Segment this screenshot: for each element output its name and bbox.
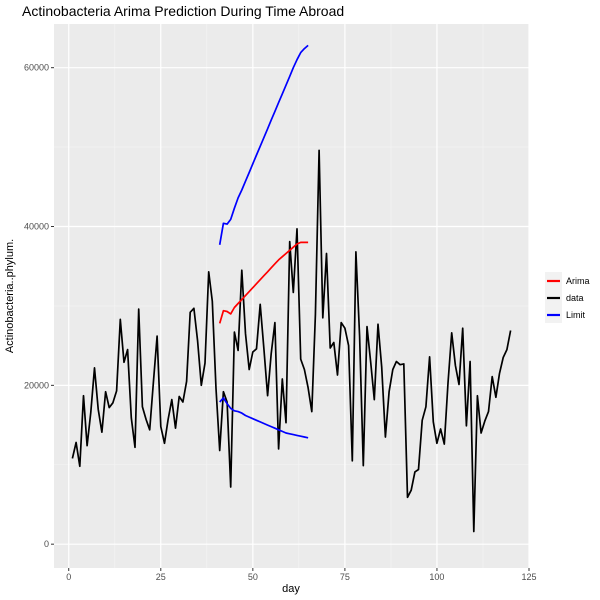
x-tick-label: 0 <box>66 572 71 582</box>
y-axis-title: Actinobacteria..phylum. <box>4 239 16 353</box>
y-tick-label: 0 <box>44 539 49 549</box>
x-axis-title: day <box>282 583 300 595</box>
legend-label-limit: Limit <box>566 310 586 320</box>
x-tick-label: 75 <box>340 572 350 582</box>
legend: Arima data Limit <box>545 272 590 323</box>
series-line-limit <box>218 44 309 245</box>
major-gridlines <box>54 24 530 568</box>
series-line-arima <box>218 241 309 324</box>
y-axis: 0 20000 40000 60000 <box>24 63 54 549</box>
plot-panel <box>54 24 529 568</box>
chart-title: Actinobacteria Arima Prediction During T… <box>22 3 344 19</box>
x-tick-label: 125 <box>521 572 536 582</box>
x-tick-label: 100 <box>429 572 444 582</box>
legend-label-arima: Arima <box>566 276 590 286</box>
x-tick-label: 50 <box>248 572 258 582</box>
y-tick-label: 20000 <box>24 380 49 390</box>
x-tick-label: 25 <box>156 572 166 582</box>
legend-label-data: data <box>566 293 584 303</box>
y-tick-label: 60000 <box>24 63 49 73</box>
series-layer <box>71 44 512 533</box>
series-line-data <box>71 149 512 533</box>
y-tick-label: 40000 <box>24 222 49 232</box>
series-line-limit <box>219 397 309 439</box>
x-axis: 0 25 50 75 100 125 <box>66 568 537 582</box>
